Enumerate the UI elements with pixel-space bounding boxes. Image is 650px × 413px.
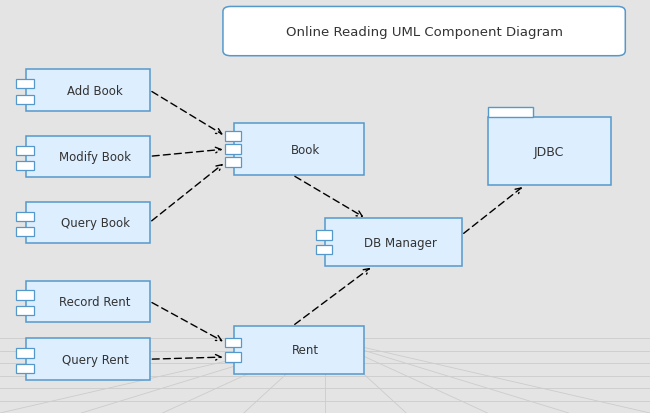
FancyBboxPatch shape — [226, 157, 241, 168]
Text: DB Manager: DB Manager — [363, 236, 437, 249]
FancyBboxPatch shape — [226, 145, 241, 155]
FancyBboxPatch shape — [26, 281, 150, 322]
FancyBboxPatch shape — [226, 352, 241, 362]
Text: Query Book: Query Book — [60, 216, 129, 230]
FancyBboxPatch shape — [16, 364, 34, 373]
FancyBboxPatch shape — [316, 231, 332, 240]
FancyBboxPatch shape — [488, 107, 533, 118]
FancyBboxPatch shape — [16, 80, 34, 89]
Text: Modify Book: Modify Book — [59, 150, 131, 164]
FancyBboxPatch shape — [26, 70, 150, 112]
FancyBboxPatch shape — [234, 326, 364, 374]
Text: Add Book: Add Book — [68, 84, 123, 97]
FancyBboxPatch shape — [16, 212, 34, 221]
FancyBboxPatch shape — [226, 132, 241, 142]
Text: Book: Book — [291, 143, 320, 156]
FancyBboxPatch shape — [16, 349, 34, 358]
FancyBboxPatch shape — [325, 219, 462, 266]
Text: JDBC: JDBC — [534, 145, 564, 158]
FancyBboxPatch shape — [26, 202, 150, 244]
Text: Rent: Rent — [292, 344, 319, 356]
FancyBboxPatch shape — [16, 228, 34, 237]
Text: Record Rent: Record Rent — [59, 295, 131, 308]
FancyBboxPatch shape — [16, 146, 34, 155]
FancyBboxPatch shape — [16, 291, 34, 300]
FancyBboxPatch shape — [16, 161, 34, 171]
FancyBboxPatch shape — [226, 338, 241, 348]
FancyBboxPatch shape — [316, 245, 332, 254]
FancyBboxPatch shape — [488, 118, 611, 186]
FancyBboxPatch shape — [234, 124, 364, 176]
FancyBboxPatch shape — [26, 136, 150, 178]
FancyBboxPatch shape — [26, 339, 150, 380]
FancyBboxPatch shape — [16, 95, 34, 104]
FancyBboxPatch shape — [16, 306, 34, 315]
FancyBboxPatch shape — [223, 7, 625, 57]
Text: Query Rent: Query Rent — [62, 353, 129, 366]
Text: Online Reading UML Component Diagram: Online Reading UML Component Diagram — [285, 26, 563, 38]
